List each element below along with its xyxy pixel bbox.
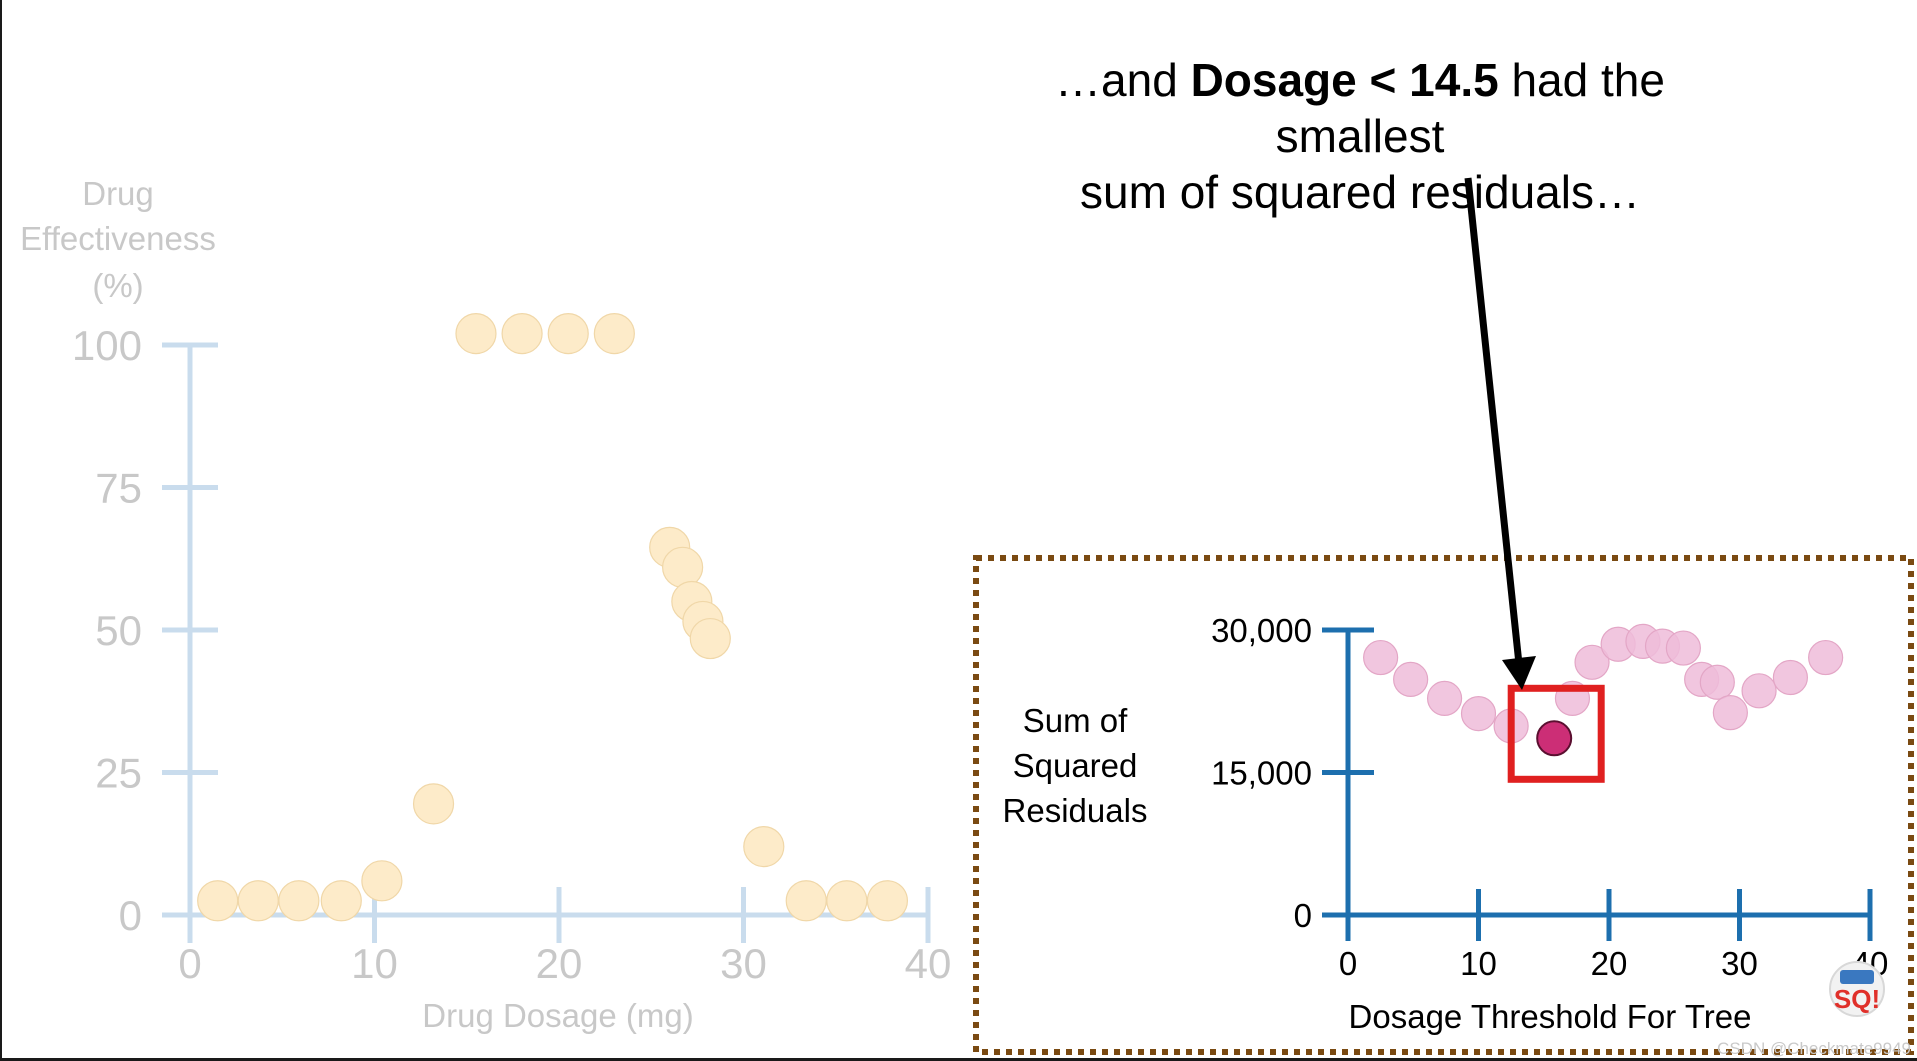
effectiveness-y-tick-label: 25 <box>95 750 142 797</box>
effectiveness-y-tick-label: 0 <box>119 892 142 939</box>
ssr-x-tick-label: 0 <box>1339 945 1357 982</box>
effectiveness-y-tick-label: 75 <box>95 465 142 512</box>
ssr-point <box>1426 680 1463 717</box>
ssr-xlabel: Dosage Threshold For Tree <box>1349 998 1752 1035</box>
effectiveness-point <box>412 783 455 825</box>
ssr-highlight-box <box>1507 684 1605 783</box>
effectiveness-ylabel-line-1: Drug <box>82 175 154 212</box>
ssr-point <box>1393 661 1429 698</box>
ssr-x-tick-label: 30 <box>1721 945 1758 982</box>
ssr-y-tick-label: 30,000 <box>1211 612 1312 649</box>
ssr-ylabel-line-3: Residuals <box>1003 792 1148 829</box>
caption-line-2: sum of squared residuals… <box>1080 166 1640 218</box>
effectiveness-point <box>662 546 704 588</box>
effectiveness-x-tick-label: 0 <box>178 940 201 987</box>
effectiveness-x-tick-label: 20 <box>536 940 583 987</box>
effectiveness-point <box>278 880 320 922</box>
ssr-point <box>1699 664 1735 700</box>
effectiveness-point <box>547 313 589 355</box>
pointer-arrow <box>1464 177 1536 690</box>
ssr-ylabel-line-2: Squared <box>1013 747 1138 784</box>
ssr-point <box>1665 630 1701 666</box>
effectiveness-point <box>320 880 362 922</box>
effectiveness-point <box>689 617 731 660</box>
effectiveness-x-tick-label: 10 <box>351 940 398 987</box>
effectiveness-point <box>197 880 239 922</box>
ssr-y-tick-label: 0 <box>1294 897 1312 934</box>
effectiveness-ylabel-line-2: Effectiveness <box>20 220 216 257</box>
svg-text:SQ!: SQ! <box>1834 984 1880 1014</box>
ssr-highlight-point <box>1536 720 1573 757</box>
effectiveness-point <box>743 825 785 868</box>
effectiveness-y-tick-label: 100 <box>72 322 142 369</box>
ssr-ylabel-line-1: Sum of <box>1023 702 1128 739</box>
caption-line1-suffix: had the smallest <box>1275 54 1665 162</box>
ssr-point <box>1808 639 1844 676</box>
caption-bold: Dosage < 14.5 <box>1190 54 1499 106</box>
effectiveness-point <box>785 880 827 922</box>
ssr-points <box>1363 623 1844 783</box>
effectiveness-chart: 0 10 20 30 40 0 25 50 75 100 Drug Effectiveness (… <box>20 175 951 1034</box>
ssr-point <box>1363 639 1399 676</box>
effectiveness-points <box>197 313 909 922</box>
bottom-frame-border <box>0 1058 1917 1061</box>
watermark: CSDN @Checkmate9949 <box>1717 1039 1911 1058</box>
effectiveness-point <box>455 313 497 355</box>
ssr-y-tick-label: 15,000 <box>1211 754 1312 791</box>
caption-prefix: …and <box>1055 54 1191 106</box>
effectiveness-xlabel: Drug Dosage (mg) <box>422 997 693 1034</box>
effectiveness-point <box>593 313 635 355</box>
ssr-point <box>1712 695 1748 731</box>
effectiveness-point <box>237 880 279 922</box>
effectiveness-point <box>501 313 543 355</box>
ssr-point <box>1460 695 1497 732</box>
effectiveness-y-tick-label: 50 <box>95 607 142 654</box>
effectiveness-point <box>866 880 909 922</box>
ssr-point <box>1772 659 1808 696</box>
caption-line-1: …and Dosage < 14.5 had the smallest <box>980 52 1740 164</box>
ssr-x-tick-label: 10 <box>1460 945 1497 982</box>
left-frame-border <box>0 0 2 1061</box>
effectiveness-point <box>361 860 403 902</box>
ssr-x-tick-label: 20 <box>1591 945 1628 982</box>
effectiveness-x-tick-label: 30 <box>720 940 767 987</box>
effectiveness-ylabel-line-3: (%) <box>92 267 143 304</box>
ssr-point <box>1574 644 1610 680</box>
effectiveness-x-tick-label: 40 <box>905 940 952 987</box>
statquest-logo-icon: SQ! <box>1829 961 1885 1017</box>
inset-dashed-frame <box>973 555 1914 1055</box>
ssr-point <box>1741 673 1777 709</box>
caption: …and Dosage < 14.5 had the smallest sum … <box>980 52 1740 220</box>
effectiveness-point <box>826 880 868 922</box>
